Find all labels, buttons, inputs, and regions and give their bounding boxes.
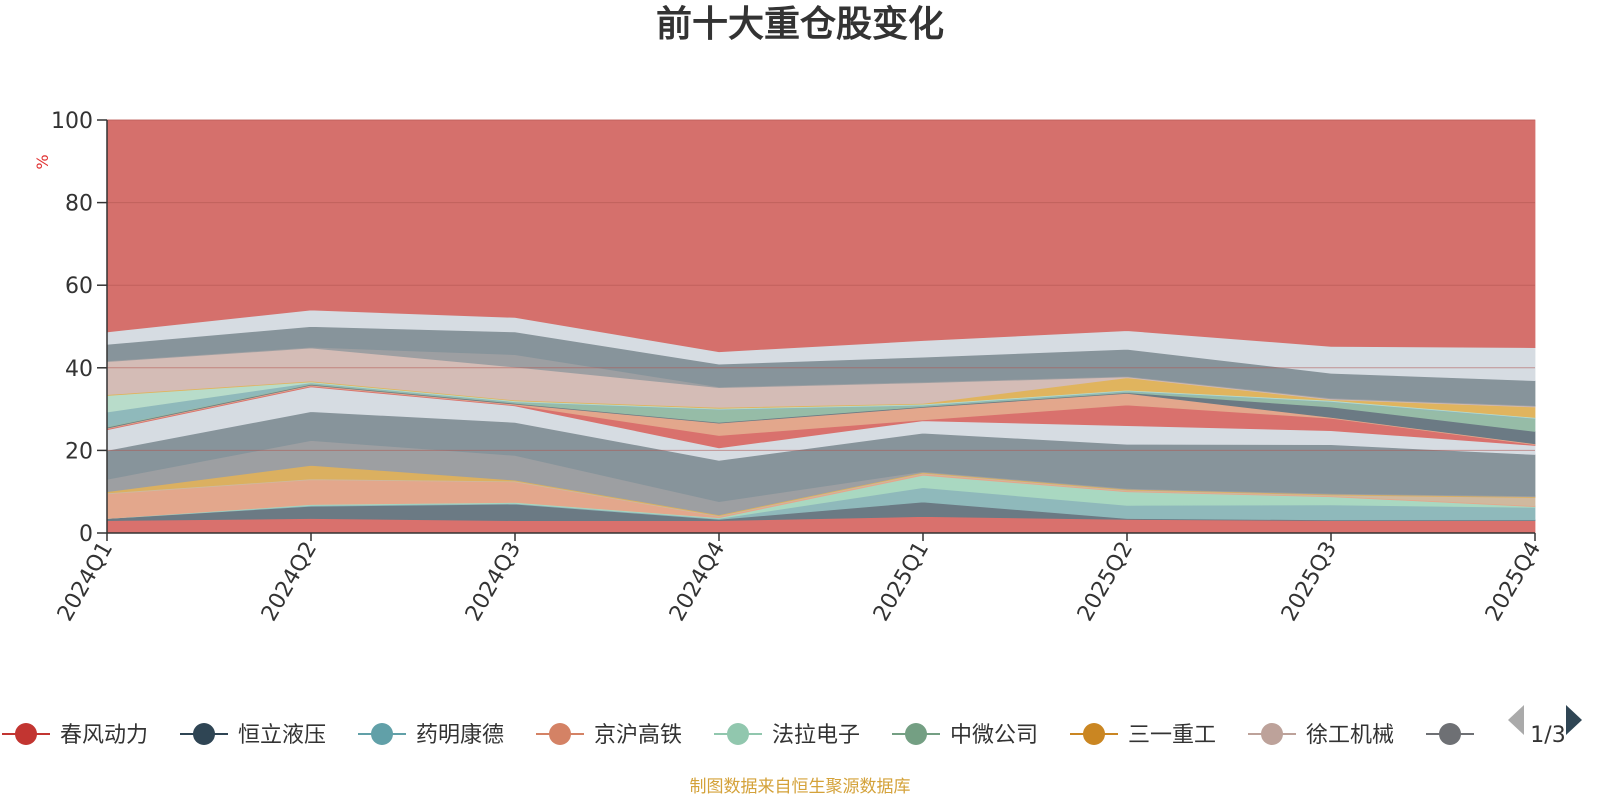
- legend-item[interactable]: 京沪高铁: [536, 723, 682, 748]
- legend-marker-icon: [15, 723, 37, 745]
- legend-marker-icon: [1083, 723, 1105, 745]
- legend-item[interactable]: 春风动力: [2, 723, 148, 748]
- legend-marker-icon: [1439, 723, 1461, 745]
- legend-item[interactable]: 药明康德: [358, 723, 504, 748]
- legend-label: 中微公司: [950, 723, 1038, 748]
- x-tick-label: 2024Q2: [257, 538, 322, 626]
- legend-prev-icon[interactable]: [1508, 705, 1524, 735]
- legend-marker-icon: [727, 723, 749, 745]
- legend-label: 春风动力: [60, 723, 148, 748]
- x-tick-label: 2024Q4: [665, 538, 730, 626]
- plot-area: [106, 119, 1536, 534]
- y-tick-label: 0: [79, 522, 93, 547]
- legend-label: 徐工机械: [1306, 723, 1394, 748]
- legend-marker-icon: [1261, 723, 1283, 745]
- legend-pager: 1/3: [1508, 705, 1582, 748]
- x-tick-label: 2024Q3: [461, 538, 526, 626]
- y-tick-label: 100: [51, 109, 93, 134]
- x-tick-label: 2025Q3: [1277, 538, 1342, 626]
- x-tick-label: 2025Q2: [1073, 538, 1138, 626]
- legend-label: 京沪高铁: [594, 723, 682, 748]
- legend-label: 三一重工: [1128, 723, 1216, 748]
- legend-marker-icon: [193, 723, 215, 745]
- legend-item[interactable]: [1426, 723, 1474, 745]
- chart-title: 前十大重仓股变化: [656, 3, 944, 45]
- source-note: 制图数据来自恒生聚源数据库: [690, 777, 911, 797]
- grid-lines: [107, 119, 1535, 451]
- y-tick-label: 60: [65, 274, 93, 299]
- x-tick-label: 2025Q4: [1481, 538, 1546, 626]
- legend-item[interactable]: 三一重工: [1070, 723, 1216, 748]
- legend-item[interactable]: 法拉电子: [714, 723, 860, 748]
- legend-item[interactable]: 恒立液压: [180, 723, 326, 748]
- legend-next-icon[interactable]: [1566, 705, 1582, 735]
- legend-label: 法拉电子: [772, 723, 860, 748]
- legend: 春风动力 恒立液压 药明康德 京沪高铁 法拉电子 中微公司 三一重工 徐工机械: [2, 723, 1474, 748]
- y-tick-label: 40: [65, 357, 93, 382]
- legend-marker-icon: [905, 723, 927, 745]
- legend-label: 恒立液压: [238, 723, 326, 748]
- x-tick-label: 2025Q1: [869, 538, 934, 626]
- legend-item[interactable]: 中微公司: [892, 723, 1038, 748]
- legend-marker-icon: [371, 723, 393, 745]
- legend-label: 药明康德: [416, 723, 504, 748]
- y-tick-label: 80: [65, 192, 93, 217]
- legend-page-indicator: 1/3: [1530, 723, 1565, 748]
- legend-marker-icon: [549, 723, 571, 745]
- y-axis-label: %: [33, 154, 52, 169]
- x-tick-label: 2024Q1: [53, 538, 118, 626]
- y-tick-label: 20: [65, 439, 93, 464]
- legend-item[interactable]: 徐工机械: [1248, 723, 1394, 748]
